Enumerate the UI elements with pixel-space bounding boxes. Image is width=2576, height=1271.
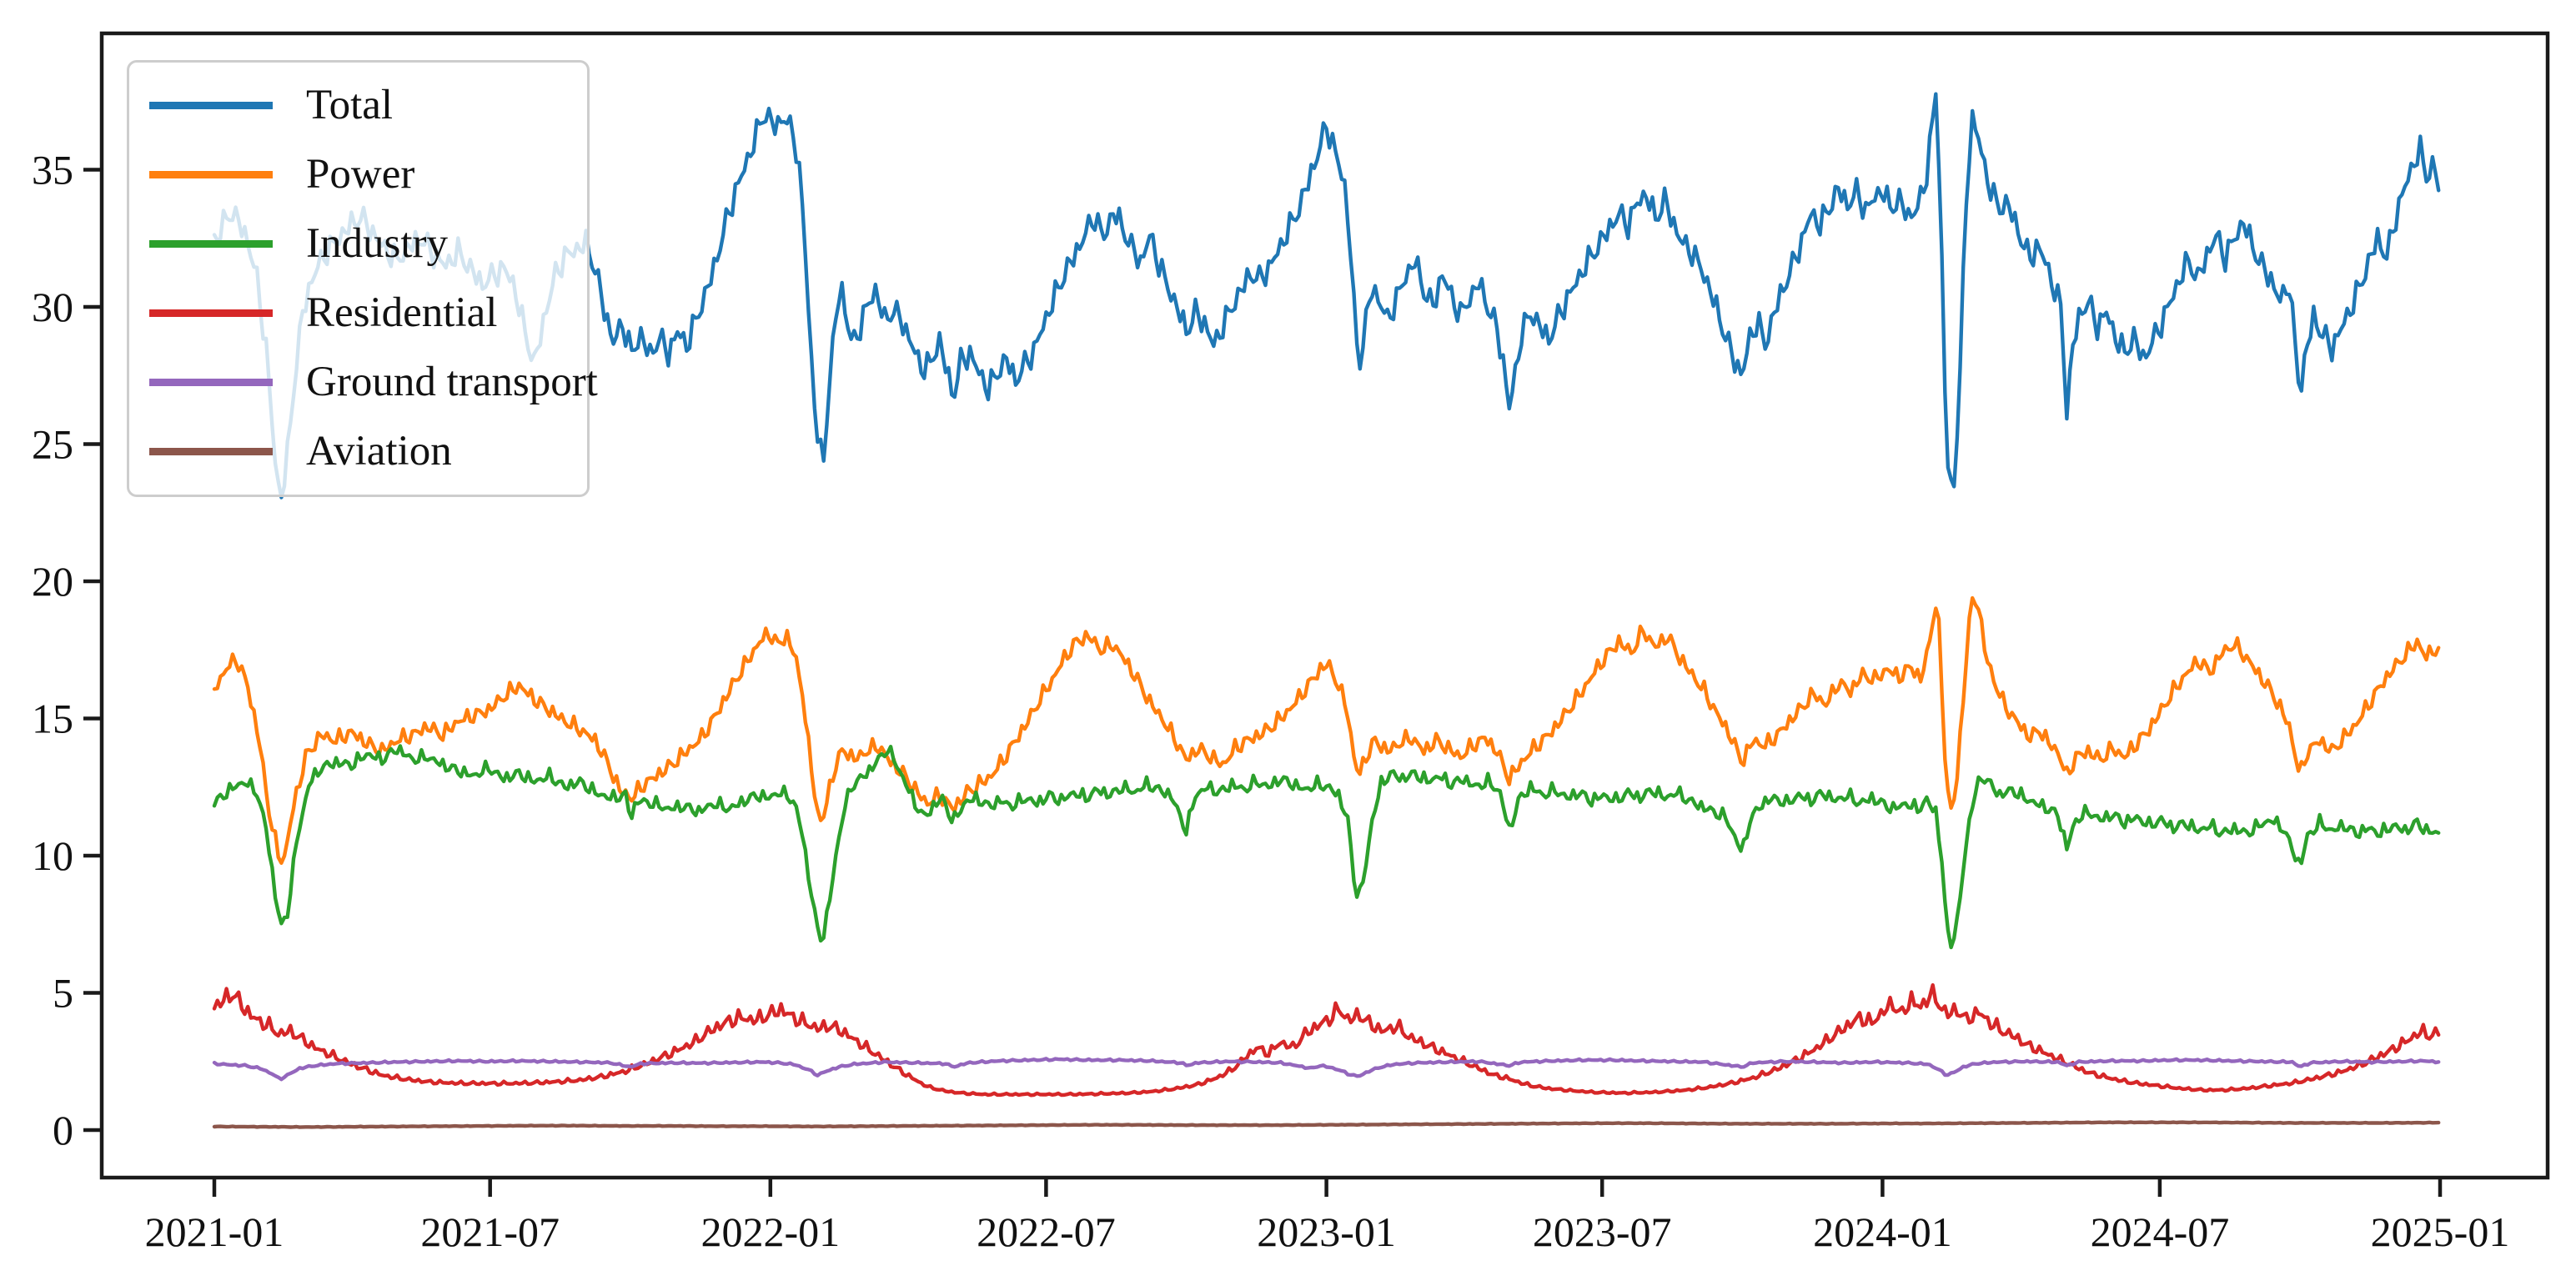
svg-text:2023-07: 2023-07: [1533, 1208, 1672, 1255]
svg-text:2024-07: 2024-07: [2091, 1208, 2230, 1255]
legend-item-label: Aviation: [306, 428, 452, 475]
legend-line-sample-icon: [149, 240, 273, 248]
legend-item-ground-transport: Ground transport: [129, 361, 598, 404]
svg-text:2022-07: 2022-07: [977, 1208, 1116, 1255]
legend-line-sample-icon: [149, 309, 273, 317]
legend-item-label: Industry: [306, 220, 448, 267]
legend-item-aviation: Aviation: [129, 430, 587, 473]
svg-text:2023-01: 2023-01: [1257, 1208, 1396, 1255]
legend: Total Power Industry Residential Ground …: [127, 60, 598, 497]
legend-item-label: Ground transport: [306, 359, 598, 405]
svg-text:2022-01: 2022-01: [700, 1208, 840, 1255]
legend-line-sample-icon: [149, 102, 273, 109]
legend-item-total: Total: [129, 84, 587, 127]
svg-text:25: 25: [32, 421, 73, 468]
svg-text:2021-07: 2021-07: [420, 1208, 560, 1255]
svg-text:10: 10: [32, 832, 73, 879]
legend-item-residential: Residential: [129, 292, 587, 334]
legend-line-sample-icon: [149, 379, 273, 386]
legend-item-industry: Industry: [129, 223, 587, 265]
svg-text:15: 15: [32, 696, 73, 742]
svg-text:2021-01: 2021-01: [145, 1208, 284, 1255]
svg-text:0: 0: [53, 1107, 73, 1153]
legend-item-label: Power: [306, 151, 415, 198]
legend-line-sample-icon: [149, 171, 273, 178]
legend-item-label: Total: [306, 82, 394, 128]
legend-item-label: Residential: [306, 289, 498, 336]
svg-text:35: 35: [32, 147, 73, 193]
legend-line-sample-icon: [149, 448, 273, 455]
svg-text:20: 20: [32, 558, 73, 605]
svg-text:5: 5: [53, 970, 73, 1017]
legend-item-power: Power: [129, 153, 587, 196]
svg-text:2025-01: 2025-01: [2371, 1208, 2510, 1255]
svg-text:2024-01: 2024-01: [1813, 1208, 1952, 1255]
svg-text:30: 30: [32, 284, 73, 330]
